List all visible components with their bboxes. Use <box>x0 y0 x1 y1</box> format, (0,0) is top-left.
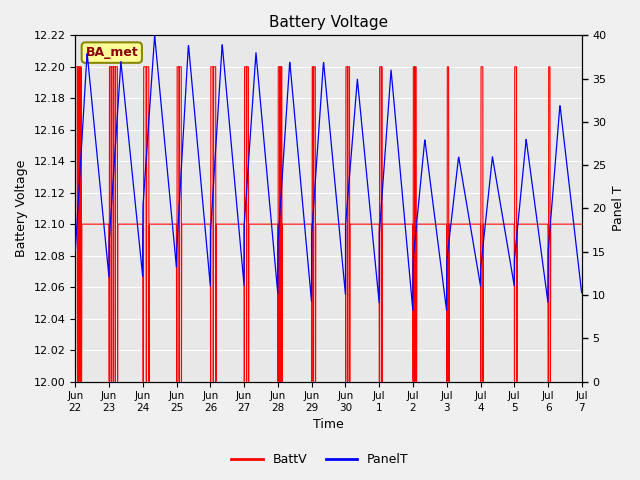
Y-axis label: Panel T: Panel T <box>612 186 625 231</box>
Title: Battery Voltage: Battery Voltage <box>269 15 388 30</box>
X-axis label: Time: Time <box>313 419 344 432</box>
Text: BA_met: BA_met <box>85 46 138 59</box>
Legend: BattV, PanelT: BattV, PanelT <box>227 448 413 471</box>
Y-axis label: Battery Voltage: Battery Voltage <box>15 160 28 257</box>
